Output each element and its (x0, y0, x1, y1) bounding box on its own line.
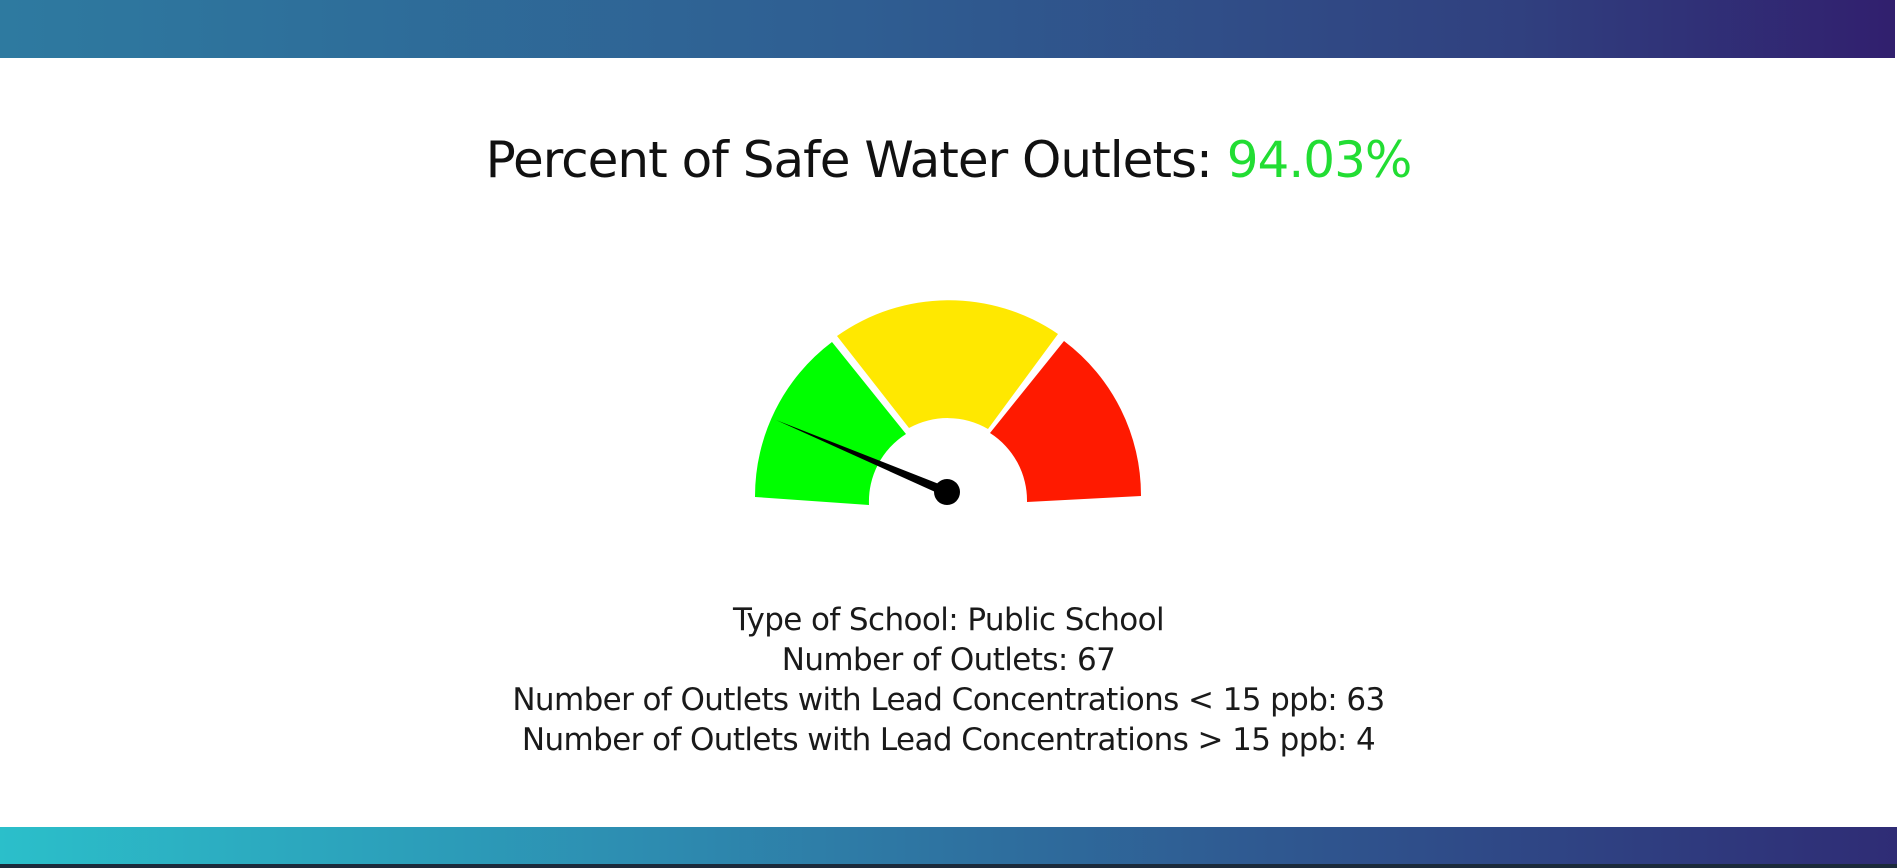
page-title: Percent of Safe Water Outlets: 94.03% (0, 128, 1897, 192)
gauge-segment-safe (754, 342, 906, 505)
top-banner (0, 0, 1897, 58)
bottom-banner (0, 827, 1897, 864)
gauge-needle (776, 420, 953, 500)
outlet-count-line: Number of Outlets: 67 (781, 642, 1116, 678)
title-prefix: Percent of Safe Water Outlets: (485, 131, 1227, 189)
gauge-segment-danger (990, 341, 1142, 502)
bottom-edge-strip (0, 864, 1897, 868)
gauge-needle-hub (934, 479, 960, 505)
above-limit-line: Number of Outlets with Lead Concentratio… (521, 722, 1376, 758)
safe-percent-value: 94.03% (1226, 131, 1413, 189)
below-limit-line: Number of Outlets with Lead Concentratio… (512, 682, 1385, 718)
gauge-segment-caution (837, 300, 1058, 429)
school-details: Type of School: Public School Number of … (0, 600, 1897, 760)
school-type-line: Type of School: Public School (732, 602, 1165, 638)
top-banner-edge (1895, 0, 1897, 58)
